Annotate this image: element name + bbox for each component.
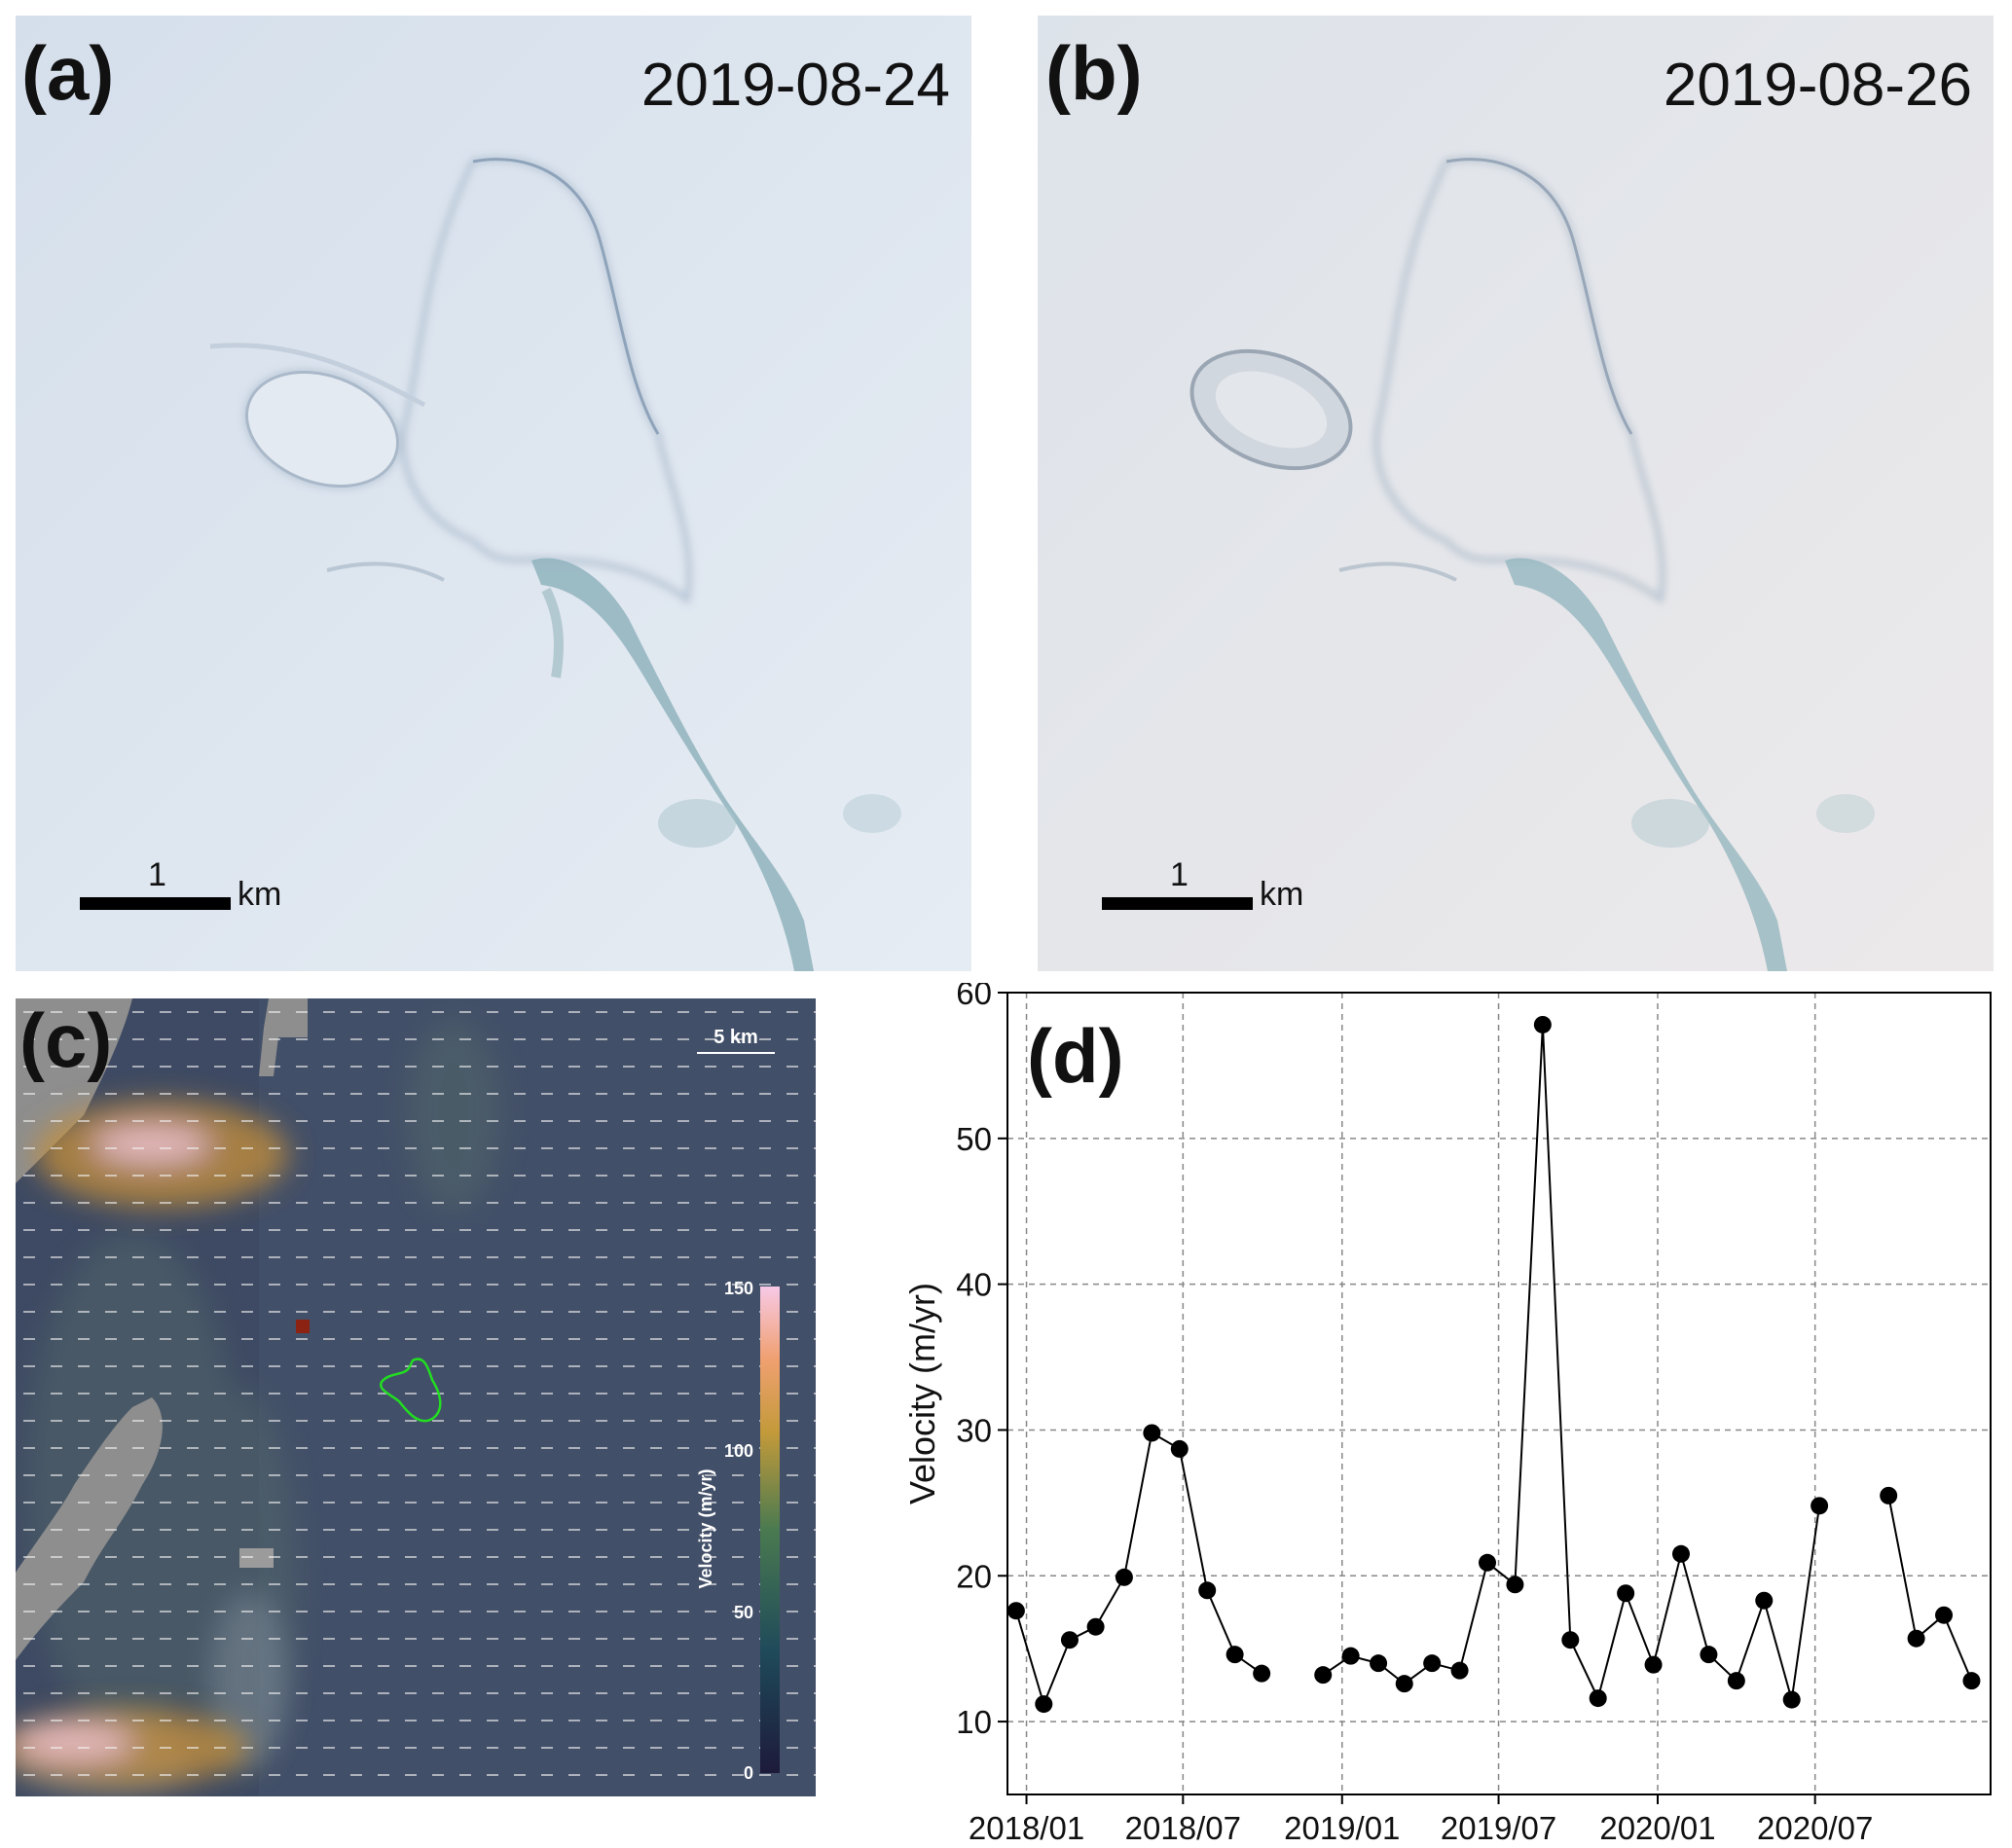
- data-point: [1935, 1606, 1954, 1624]
- data-point: [1561, 1631, 1580, 1649]
- colorbar-tick-150: 150: [724, 1279, 753, 1298]
- data-point: [1811, 1497, 1829, 1515]
- data-point: [1060, 1631, 1079, 1649]
- data-point: [1035, 1695, 1053, 1714]
- data-point: [1962, 1672, 1981, 1690]
- x-axis-ticks: 2018/01 2018/07 2019/01 2019/07 2020/01 2020/…: [969, 1794, 1873, 1846]
- data-point: [1782, 1690, 1801, 1709]
- data-point: [1143, 1424, 1161, 1442]
- panel-b: (b) 2019-08-26 1 km: [1038, 16, 1994, 971]
- velocity-map: 5 km 150 100 50 0 Velocity (m/yr): [16, 998, 816, 1796]
- data-point: [1533, 1015, 1552, 1033]
- data-point: [1225, 1646, 1244, 1664]
- x-tick-label: 2019/01: [1284, 1810, 1400, 1846]
- x-tick-label: 2018/07: [1125, 1810, 1241, 1846]
- data-point: [1880, 1486, 1898, 1504]
- series-line-segment: [1322, 1024, 1821, 1702]
- data-point: [1617, 1584, 1635, 1603]
- data-point: [1370, 1654, 1388, 1673]
- y-tick-label: 30: [956, 1412, 992, 1448]
- velocity-time-series-chart: 10 20 30 40 50 60 2018/01 2018/07 2019/01 2019/0…: [902, 983, 1992, 1846]
- panel-a: (a) 2019-08-24 1 km: [16, 16, 971, 971]
- series-line-segment: [1014, 1431, 1262, 1708]
- y-tick-label: 50: [956, 1121, 992, 1157]
- y-tick-label: 10: [956, 1704, 992, 1740]
- data-point: [1006, 1602, 1025, 1620]
- y-axis-label: Velocity (m/yr): [902, 1283, 942, 1504]
- panel-a-label: (a): [21, 30, 115, 116]
- data-point: [1755, 1591, 1774, 1610]
- data-point: [1727, 1672, 1745, 1690]
- colorbar: [760, 1286, 780, 1773]
- data-point: [1644, 1655, 1663, 1674]
- panel-a-scale-bar: [80, 897, 231, 910]
- x-tick-label: 2020/07: [1757, 1810, 1873, 1846]
- data-point: [1198, 1581, 1217, 1600]
- series-lines: [1014, 1024, 1973, 1708]
- data-point: [1671, 1544, 1690, 1563]
- data-point: [1341, 1647, 1360, 1665]
- panel-c-label: (c): [19, 998, 113, 1083]
- data-point: [1700, 1646, 1718, 1664]
- x-tick-label: 2019/07: [1441, 1810, 1556, 1846]
- panel-b-date: 2019-08-26: [1663, 52, 1972, 119]
- y-tick-label: 20: [956, 1558, 992, 1594]
- panel-d-label: (d): [1027, 1013, 1124, 1099]
- panel-b-scale-number: 1: [1170, 856, 1189, 893]
- panel-c: 5 km 150 100 50 0 Velocity (m/yr) (c): [16, 998, 816, 1796]
- y-axis-ticks: 10 20 30 40 50 60: [956, 983, 1007, 1740]
- panel-a-scale-unit: km: [238, 876, 282, 913]
- data-point: [1253, 1664, 1271, 1683]
- x-tick-label: 2018/01: [969, 1810, 1084, 1846]
- panel-b-label: (b): [1045, 30, 1143, 116]
- y-tick-label: 40: [956, 1267, 992, 1303]
- series-line-segment: [1887, 1495, 1973, 1682]
- y-tick-label: 60: [956, 983, 992, 1011]
- data-point: [1115, 1568, 1133, 1586]
- data-point: [1423, 1654, 1442, 1673]
- data-point: [1450, 1661, 1469, 1680]
- panel-b-scale-unit: km: [1260, 876, 1304, 913]
- colorbar-tick-0: 0: [744, 1763, 753, 1783]
- panel-b-scale-bar: [1102, 897, 1253, 910]
- colorbar-tick-100: 100: [724, 1441, 753, 1461]
- data-point: [1314, 1666, 1333, 1685]
- satellite-image-a: [16, 16, 971, 971]
- data-point: [1479, 1553, 1497, 1572]
- chart-grid: [1007, 993, 1991, 1794]
- data-point: [1907, 1629, 1925, 1648]
- plot-frame: [1006, 992, 1992, 1795]
- panel-a-date: 2019-08-24: [640, 52, 950, 119]
- panel-c-scale-label: 5 km: [713, 1027, 758, 1048]
- data-point: [1395, 1675, 1413, 1693]
- data-point: [1086, 1617, 1105, 1636]
- panel-a-scale-number: 1: [148, 856, 166, 893]
- series-points: [1006, 1015, 1981, 1714]
- data-point: [1506, 1576, 1524, 1594]
- data-point: [1589, 1689, 1607, 1708]
- colorbar-tick-50: 50: [734, 1603, 753, 1622]
- colorbar-title: Velocity (m/yr): [696, 1468, 715, 1588]
- satellite-image-b: [1038, 16, 1994, 971]
- data-point: [1170, 1439, 1189, 1458]
- x-tick-label: 2020/01: [1599, 1810, 1715, 1846]
